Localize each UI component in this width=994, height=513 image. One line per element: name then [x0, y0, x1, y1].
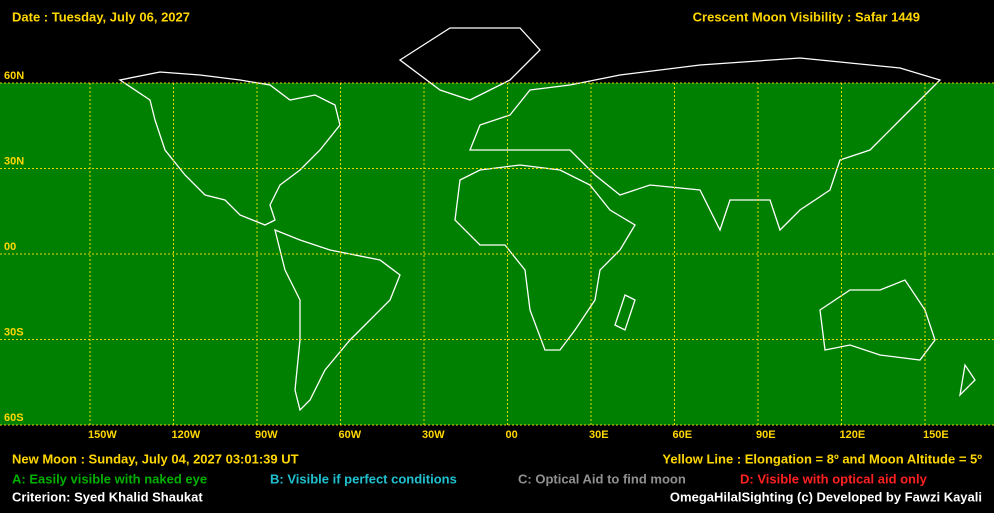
lon-label: 90W	[255, 429, 278, 441]
lat-label: 00	[4, 241, 16, 253]
lon-label: 60E	[673, 429, 693, 441]
lat-label: 60S	[4, 412, 24, 424]
new-moon: New Moon : Sunday, July 04, 2027 03:01:3…	[12, 451, 299, 466]
lon-label: 120E	[840, 429, 866, 441]
lon-label: 30W	[422, 429, 445, 441]
new-zealand	[959, 363, 976, 397]
criterion: Criterion: Syed Khalid Shaukat	[12, 489, 203, 504]
lat-label: 30N	[4, 155, 24, 167]
lon-label: 150W	[88, 429, 117, 441]
credit: OmegaHilalSighting (c) Developed by Fawz…	[670, 489, 982, 504]
eurasia	[469, 57, 942, 232]
lon-label: 120W	[172, 429, 201, 441]
legend-a: A: Easily visible with naked eye	[12, 471, 207, 486]
madagascar	[614, 294, 636, 331]
legend-c: C: Optical Aid to find moon	[518, 471, 686, 486]
lon-label: 30E	[589, 429, 609, 441]
africa	[454, 164, 636, 351]
legend-b: B: Visible if perfect conditions	[270, 471, 457, 486]
grid	[0, 82, 994, 426]
coastlines	[118, 27, 976, 412]
australia	[819, 279, 936, 361]
lon-label: 90E	[756, 429, 776, 441]
greenland	[398, 27, 541, 101]
lat-label: 30S	[4, 326, 24, 338]
legend-d: D: Visible with optical aid only	[740, 471, 928, 486]
title: Crescent Moon Visibility : Safar 1449	[693, 9, 920, 24]
yellow-line-note: Yellow Line : Elongation = 8º and Moon A…	[662, 451, 982, 466]
lon-label: 150E	[923, 429, 949, 441]
lon-label: 00	[506, 429, 518, 441]
lon-label: 60W	[339, 429, 362, 441]
lat-label: 60N	[4, 70, 24, 82]
date: Date : Tuesday, July 06, 2027	[12, 9, 190, 24]
south-america	[274, 228, 401, 412]
